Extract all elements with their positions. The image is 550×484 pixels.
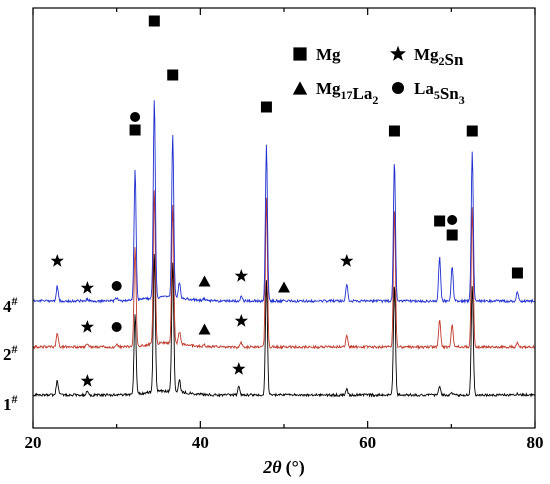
legend-label-3: La5Sn3 xyxy=(414,79,465,107)
plot-series xyxy=(32,100,535,398)
series-label-1: 1# xyxy=(3,392,18,414)
star-marker-23 xyxy=(232,362,246,375)
x-tick-label-60: 60 xyxy=(359,433,376,452)
star-marker-1 xyxy=(80,281,94,294)
legend-circle-marker xyxy=(392,82,404,94)
triangle-marker-9 xyxy=(278,281,290,293)
series-label-4: 4# xyxy=(3,294,18,316)
legend-star-marker xyxy=(390,45,406,61)
legend-square-marker xyxy=(293,47,307,61)
circle-marker-3 xyxy=(130,112,141,122)
square-marker-4 xyxy=(129,124,141,136)
series-line-1 xyxy=(32,253,535,398)
axes: 20 40 60 80 xyxy=(25,7,544,452)
star-marker-11 xyxy=(340,254,354,267)
circle-marker-2 xyxy=(111,281,122,291)
plot-frame xyxy=(32,7,536,429)
series-line-2 xyxy=(32,190,535,351)
star-marker-0 xyxy=(50,254,64,267)
star-marker-18 xyxy=(80,320,94,333)
x-tick-label-80: 80 xyxy=(527,433,544,452)
legend-triangle-marker xyxy=(292,81,308,95)
circle-marker-19 xyxy=(111,322,122,332)
square-marker-16 xyxy=(466,125,478,137)
legend-label-0: Mg xyxy=(316,45,341,64)
x-tick-label-40: 40 xyxy=(192,433,209,452)
square-marker-10 xyxy=(260,101,272,113)
circle-marker-14 xyxy=(447,215,458,225)
x-tick-label-20: 20 xyxy=(25,433,42,452)
series-line-4 xyxy=(32,100,535,305)
legend: Mg Mg2Sn Mg17La2 La5Sn3 xyxy=(292,45,465,107)
square-marker-12 xyxy=(388,125,400,137)
square-marker-6 xyxy=(167,69,179,81)
peak-markers xyxy=(50,15,523,387)
star-marker-21 xyxy=(234,314,248,327)
x-axis-title: 2θ (°) xyxy=(262,457,305,478)
square-marker-5 xyxy=(148,15,160,27)
legend-label-1: Mg2Sn xyxy=(414,45,464,69)
series-label-2: 2# xyxy=(3,342,18,364)
triangle-marker-20 xyxy=(198,323,211,335)
star-marker-22 xyxy=(80,374,94,387)
triangle-marker-7 xyxy=(198,275,211,287)
star-marker-8 xyxy=(234,269,248,282)
square-marker-15 xyxy=(446,229,458,241)
x-axis-title-group: 2θ (°) xyxy=(262,457,305,478)
square-marker-17 xyxy=(511,267,523,279)
series-labels: 1# 2# 4# xyxy=(3,294,18,414)
square-marker-13 xyxy=(434,215,446,227)
legend-label-2: Mg17La2 xyxy=(316,79,378,107)
